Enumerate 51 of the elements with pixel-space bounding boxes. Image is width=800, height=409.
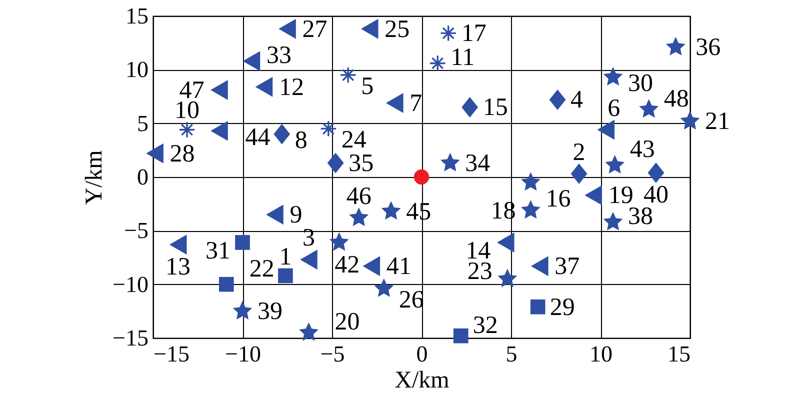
y-tick-label: −5 [124,218,148,244]
annotation: 29 [550,294,575,321]
x-tick-label: 10 [590,342,612,366]
annotation: 21 [705,108,730,136]
x-tick-label: −10 [225,342,261,366]
annotation: 36 [696,34,721,62]
annotation: 7 [410,90,422,117]
y-tick-label: 0 [137,164,148,190]
y-axis-title: Y/km [82,150,108,205]
annotation: 15 [482,94,508,122]
annotation: 46 [346,182,372,210]
annotation: 9 [290,202,302,229]
annotation: 28 [170,140,195,168]
annotation: 41 [386,253,412,280]
annotation: 1 [279,244,292,271]
y-tick-label: 10 [126,57,148,82]
annotation: 39 [258,298,282,326]
annotation: 31 [206,237,230,264]
annotation: 6 [608,94,620,122]
y-tick-label: 5 [137,110,148,136]
annotation: 38 [628,203,654,230]
annotation: 20 [334,308,360,336]
x-axis-title: X/km [394,368,450,394]
annotation: 27 [302,16,328,43]
x-tick-label: −15 [154,342,190,366]
annotation: 34 [465,150,491,178]
y-tick-label: −10 [112,272,148,297]
annotation: 22 [249,255,274,282]
x-tick-label: −5 [320,342,345,366]
annotation: 44 [245,124,271,151]
annotation: 13 [166,254,191,281]
x-tick-label: 15 [668,342,690,366]
x-tick-label: 5 [506,342,518,366]
x-tick-label: 0 [416,342,428,366]
annotation: 43 [630,136,655,164]
annotation: 30 [628,70,654,98]
annotation: 2 [572,138,586,166]
annotation: 23 [467,258,492,285]
y-tick-label: −15 [112,326,148,350]
annotation: 5 [361,73,374,100]
y-tick-label: 15 [126,4,148,28]
annotation: 48 [664,85,689,112]
annotation: 32 [472,312,498,339]
annotation: 42 [334,251,360,278]
annotation: 12 [278,74,304,101]
annotation: 4 [570,86,584,114]
annotation: 8 [294,127,308,154]
annotation: 25 [384,16,410,43]
annotation: 16 [546,185,571,212]
annotation: 33 [266,42,292,70]
annotation: 37 [554,253,580,280]
